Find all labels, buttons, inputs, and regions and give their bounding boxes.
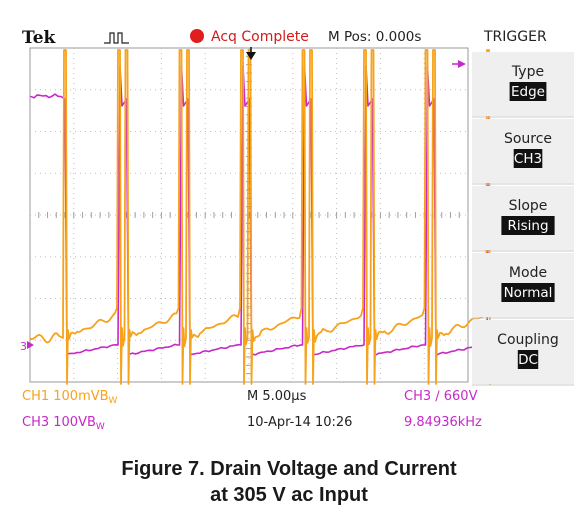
trigger-menu-mode[interactable]: Mode Normal <box>472 253 574 319</box>
run-state-icon <box>104 32 129 44</box>
menu-label: Mode <box>509 265 547 281</box>
trigger-menu-type[interactable]: Type Edge <box>472 52 574 118</box>
trigger-menu-slope[interactable]: Slope Rising <box>472 186 574 252</box>
trigger-menu-coupling[interactable]: Coupling DC <box>472 320 574 386</box>
trigger-position-icon <box>246 52 256 60</box>
menu-label: Slope <box>509 198 548 214</box>
trigger-menu-source[interactable]: Source CH3 <box>472 119 574 185</box>
acq-status: Acq Complete <box>211 29 309 45</box>
menu-value-box <box>513 149 543 168</box>
menu-value-box <box>517 350 539 369</box>
m-pos-readout: M Pos: 0.000s <box>328 29 421 45</box>
figure-caption-line2: at 305 V ac Input <box>210 484 368 506</box>
menu-value: DC <box>518 352 538 368</box>
menu-value-box <box>509 82 547 101</box>
frequency-readout: 9.84936kHz <box>404 415 482 430</box>
trigger-level-icon <box>458 60 466 68</box>
trigger-menu-title: TRIGGER <box>483 29 547 45</box>
menu-value: Edge <box>511 84 545 100</box>
ch1-drain-current-trace <box>30 49 492 385</box>
menu-value-box <box>501 216 555 235</box>
menu-value: Normal <box>504 285 553 301</box>
figure-caption-line1: Figure 7. Drain Voltage and Current <box>121 458 457 480</box>
trigger-menu: Type Edge Source CH3 Slope Rising Mode Normal Co… <box>472 52 574 386</box>
date-time-readout: 10-Apr-14 10:26 <box>247 415 352 430</box>
waveform-traces <box>30 49 492 385</box>
menu-label: Type <box>511 64 544 80</box>
ch3-ground-label: 3 <box>20 340 27 353</box>
ch3-scale-readout: CH3 100VBW <box>22 415 105 432</box>
ch1-scale-readout: CH1 100mVBW <box>22 389 118 406</box>
menu-value-box <box>501 283 555 302</box>
acq-status-dot <box>190 29 204 43</box>
trigger-level-readout: CH3 ∕ 660V <box>404 389 478 404</box>
ch3-ground-arrow-icon <box>27 341 34 349</box>
graticule-grid <box>29 47 469 383</box>
menu-label: Coupling <box>497 332 559 348</box>
timebase-readout: M 5.00µs <box>247 389 307 404</box>
menu-label: Source <box>504 131 552 147</box>
ch3-drain-voltage-trace <box>30 65 492 356</box>
menu-value: Rising <box>507 218 548 234</box>
menu-value: CH3 <box>514 151 542 167</box>
brand-logo: Tek <box>22 28 57 48</box>
